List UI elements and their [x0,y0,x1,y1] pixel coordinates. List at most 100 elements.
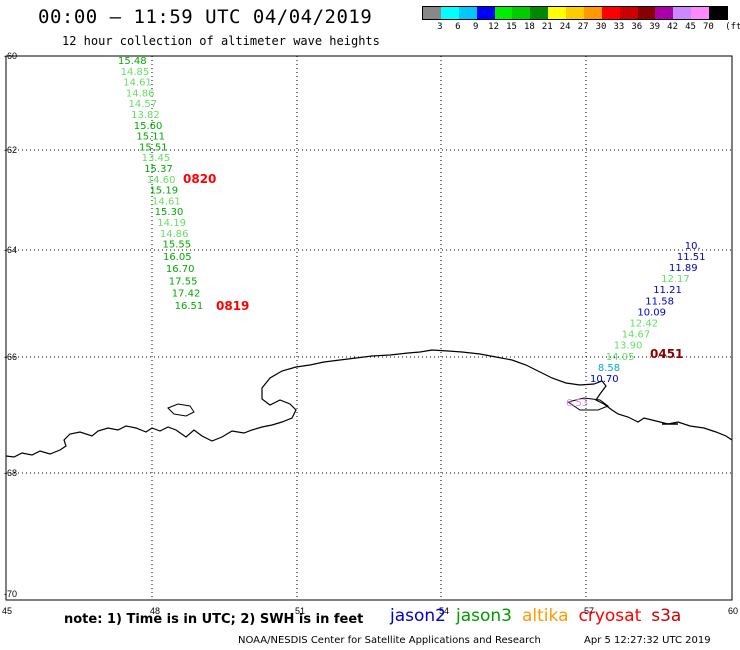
antarctic-coastline [5,349,733,458]
legend-swatch [709,7,727,19]
legend-label: 3 [437,22,443,32]
wave-height-value: 14.85 [121,67,150,78]
map-subtitle: 12 hour collection of altimeter wave hei… [62,34,380,48]
wave-height-value: 12.42 [630,319,659,330]
longitude-tick-label: 54 [439,606,449,616]
legend-swatch [637,7,656,19]
wave-height-value: 17.55 [169,276,198,287]
pass-time-label: 0451 [650,347,683,361]
wave-height-value: 15.19 [149,186,178,197]
wave-height-value: 14.05 [606,352,635,363]
legend-label: 27 [577,22,589,32]
wave-height-value: 13.82 [131,110,160,121]
legend-swatch [530,7,549,19]
satellite-legend: jason2 jason3 altika cryosat s3a [390,606,691,626]
satellite-legend-item: s3a [651,606,682,626]
wave-height-value: 15.51 [139,142,168,153]
legend-label: (ft) [725,22,740,32]
map-title: 00:00 – 11:59 UTC 04/04/2019 [38,6,373,28]
wave-height-value: 14.60 [147,175,176,186]
longitude-tick-label: 57 [584,606,594,616]
legend-swatch [458,7,477,19]
legend-label: 45 [685,22,696,32]
legend-swatch [655,7,674,19]
latitude-tick-label: -64 [4,245,17,255]
wave-height-value: 17.42 [172,289,201,300]
graticule [6,56,732,600]
legend-label: 30 [595,22,607,32]
wave-height-value: 15.55 [163,240,192,251]
wave-height-value: 14.61 [123,78,152,89]
wave-height-value: 11.89 [669,263,698,274]
wave-height-value: 14.67 [622,330,651,341]
wave-height-value: 13.90 [614,341,643,352]
legend-label: 36 [631,22,643,32]
island-outline [566,397,610,411]
legend-swatch [673,7,692,19]
satellite-legend-item: jason3 [456,606,512,626]
wave-height-value: 11.21 [653,285,682,296]
legend-swatch [601,7,620,19]
pass-time-label: 0819 [216,299,249,313]
latitude-tick-label: -68 [4,468,17,478]
legend-swatch [619,7,638,19]
legend-label: 33 [613,22,625,32]
wave-height-value: 16.70 [166,264,195,275]
legend-label: 15 [506,22,517,32]
legend-label: 24 [559,22,571,32]
legend-swatch [512,7,531,19]
satellite-legend-item: cryosat [578,606,642,626]
latitude-tick-label: -66 [4,352,17,362]
wave-height-value: 11.51 [677,252,706,263]
legend-swatch [548,7,566,19]
legend-label: 6 [455,22,461,32]
wave-height-value: 14.19 [157,218,186,229]
wave-height-value: 15.48 [118,56,147,67]
map-frame [5,55,733,601]
wave-height-value: 11.58 [645,296,674,307]
legend-swatch [476,7,495,19]
note-text: note: 1) Time is in UTC; 2) SWH is in fe… [64,612,364,627]
wave-height-value: 14.61 [152,196,181,207]
wave-height-value: 13.45 [142,153,171,164]
wave-height-value: 8.58 [598,363,620,374]
legend-swatch [691,7,709,19]
legend-label: 18 [523,22,535,32]
wave-height-value: 10. [685,241,701,252]
legend-swatch [566,7,584,19]
wave-height-value: 15.60 [134,121,163,132]
legend-label: 21 [541,22,553,32]
wave-height-value: 6.53 [566,398,588,409]
wave-height-value: 10.09 [637,307,666,318]
credit-text: NOAA/NESDIS Center for Satellite Applica… [238,635,541,646]
longitude-tick-label: 60 [728,606,738,616]
wave-height-value: 16.51 [175,301,204,312]
wave-height-value: 15.30 [155,207,184,218]
longitude-tick-label: 45 [2,606,12,616]
pass-time-label: 0820 [183,172,216,186]
legend-swatch [494,7,513,19]
wave-height-value: 10.70 [590,374,619,385]
longitude-tick-label: 51 [295,606,305,616]
wave-height-value: 12.17 [661,274,690,285]
satellite-legend-item: jason2 [390,606,446,626]
legend-swatch [440,7,459,19]
legend-label: 42 [667,22,679,32]
legend-label: 12 [488,22,500,32]
legend-label: 70 [702,22,714,32]
wave-height-value: 14.86 [160,229,189,240]
axis-labels: 45 48 51 54 57 60 -60 -62 -64 -66 -68 -70 [2,51,738,616]
legend-label: 39 [649,22,661,32]
wave-height-value: 16.05 [163,252,192,263]
legend-swatches [422,6,728,20]
latitude-tick-label: -60 [4,51,17,61]
altimeter-tracks: 15.4814.8514.6114.8614.5713.8215.6015.11… [118,56,706,409]
legend-swatch [423,7,441,19]
longitude-tick-label: 48 [150,606,160,616]
legend-swatch [583,7,602,19]
wave-height-value: 15.11 [136,132,165,143]
timestamp-text: Apr 5 12:27:32 UTC 2019 [584,635,711,646]
